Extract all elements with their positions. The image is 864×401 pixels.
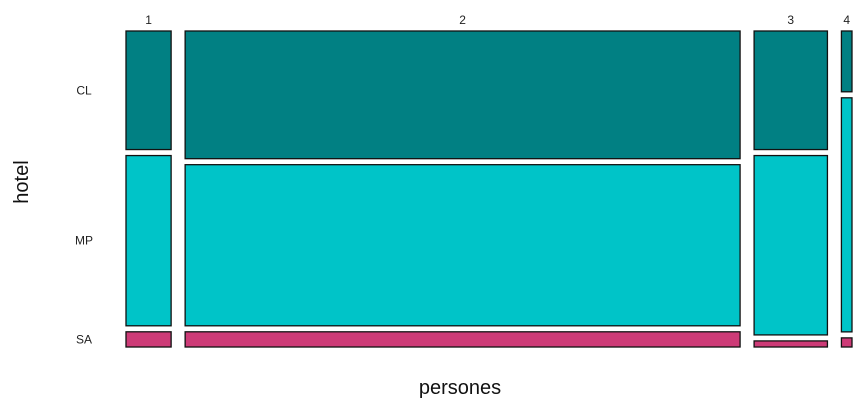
mosaic-cells [125, 30, 853, 348]
y-axis-title: hotel [11, 160, 33, 203]
x-tick-labels: 1 2 3 4 [145, 13, 850, 27]
cell-1-cl [125, 30, 172, 151]
y-tick-label-cl: CL [76, 83, 92, 97]
y-tick-label-mp: MP [75, 234, 93, 248]
y-tick-labels: CL MP SA [75, 83, 93, 346]
x-tick-label-4: 4 [843, 13, 850, 27]
cell-2-cl [184, 30, 741, 160]
x-tick-label-3: 3 [787, 13, 794, 27]
cell-1-mp [125, 154, 172, 327]
cell-3-sa [753, 340, 829, 348]
cell-3-cl [753, 30, 829, 151]
cell-1-sa [125, 331, 172, 348]
cell-4-cl [840, 30, 853, 93]
cell-4-sa [840, 337, 853, 348]
cell-3-mp [753, 154, 829, 336]
x-axis-title: persones [419, 377, 501, 399]
cell-2-sa [184, 331, 741, 348]
x-tick-label-1: 1 [145, 13, 152, 27]
cell-4-mp [840, 97, 853, 333]
y-tick-label-sa: SA [76, 332, 92, 346]
cell-2-mp [184, 164, 741, 327]
x-tick-label-2: 2 [459, 13, 466, 27]
